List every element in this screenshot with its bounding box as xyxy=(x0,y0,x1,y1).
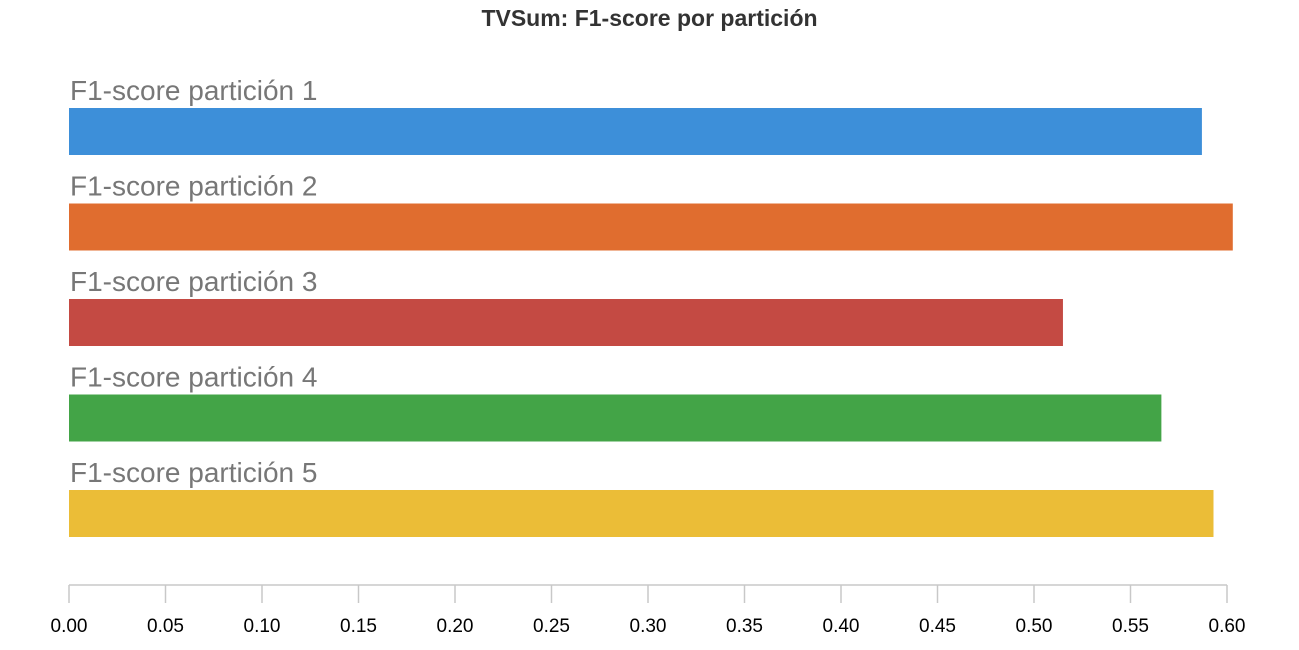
x-tick-label: 0.60 xyxy=(1209,616,1246,637)
x-tick-label: 0.30 xyxy=(630,616,667,637)
x-axis: 0.00 0.05 0.10 0.15 0.20 0.25 0.30 0.35 0.40 0.45… xyxy=(51,584,1246,637)
x-tick-label: 0.45 xyxy=(919,616,956,637)
x-tick-label: 0.20 xyxy=(437,616,474,637)
bar xyxy=(69,203,1233,251)
bar xyxy=(69,299,1063,346)
x-tick-label: 0.25 xyxy=(533,616,570,637)
bar xyxy=(69,394,1162,442)
bar xyxy=(69,108,1202,155)
x-tick-label: 0.35 xyxy=(726,616,763,637)
bar xyxy=(69,490,1214,537)
chart-title: TVSum: F1-score por partición xyxy=(481,5,817,31)
bar-label: F1-score partición 2 xyxy=(70,171,317,202)
bar-label: F1-score partición 4 xyxy=(70,362,317,393)
bar-label: F1-score partición 3 xyxy=(70,266,317,297)
x-tick-label: 0.50 xyxy=(1016,616,1053,637)
bars-group: F1-score partición 1 F1-score partición 2… xyxy=(69,75,1233,537)
x-tick-label: 0.00 xyxy=(51,616,88,637)
x-tick-label: 0.40 xyxy=(823,616,860,637)
bar-label: F1-score partición 1 xyxy=(70,75,317,106)
x-tick-label: 0.55 xyxy=(1112,616,1149,637)
x-tick-label: 0.05 xyxy=(147,616,184,637)
bar-label: F1-score partición 5 xyxy=(70,457,317,488)
x-tick-label: 0.15 xyxy=(340,616,377,637)
x-tick-label: 0.10 xyxy=(244,616,281,637)
